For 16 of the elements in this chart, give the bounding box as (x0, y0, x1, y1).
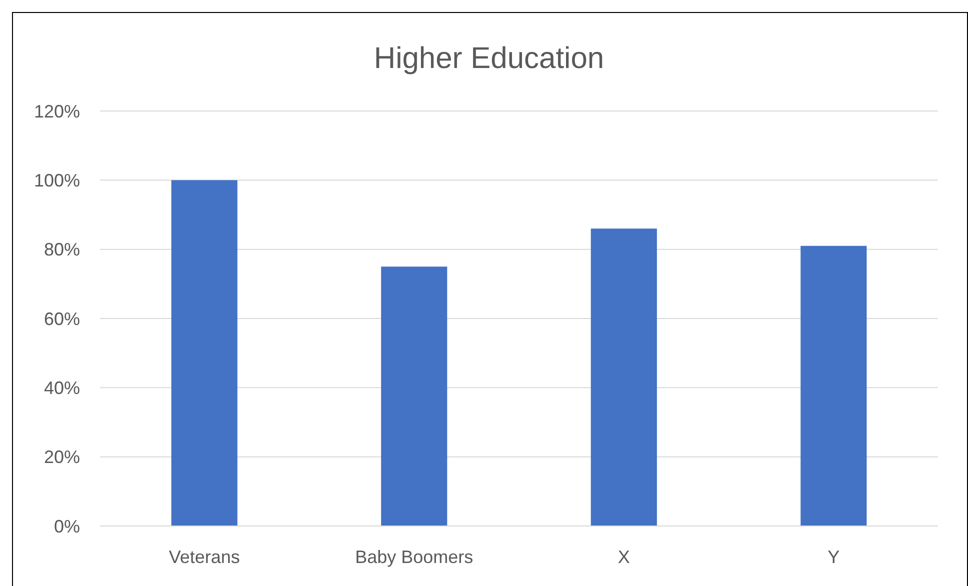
y-tick-label: 80% (44, 240, 80, 260)
x-tick-label: Baby Boomers (355, 547, 474, 567)
bar (381, 266, 448, 526)
y-tick-label: 20% (44, 447, 80, 468)
y-tick-label: 120% (34, 101, 80, 122)
bar (590, 228, 657, 526)
x-tick-label: X (618, 547, 630, 567)
y-tick-label: 40% (44, 378, 80, 398)
x-tick-label: Veterans (168, 547, 240, 567)
bar (800, 246, 867, 526)
y-tick-label: 100% (34, 170, 80, 190)
chart-title: Higher Education (374, 42, 604, 75)
bar (171, 180, 238, 526)
y-tick-label: 0% (54, 516, 80, 536)
y-tick-label: 60% (44, 308, 80, 329)
x-tick-label: Y (828, 547, 840, 567)
